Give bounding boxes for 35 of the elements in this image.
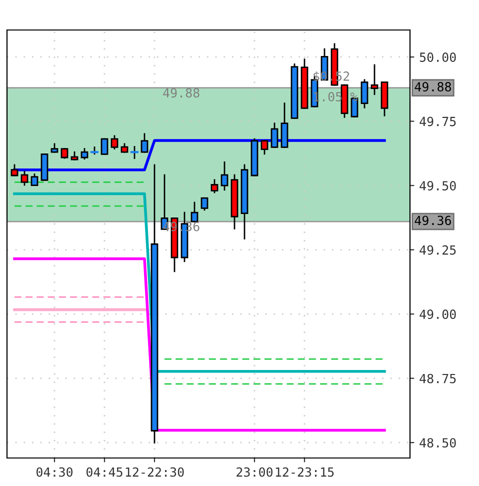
y-tick-label: 49.75 — [420, 116, 456, 126]
y-tick-label: 49.00 — [420, 310, 456, 320]
annotation: 49.88 — [163, 88, 200, 98]
candlestick — [360, 79, 368, 108]
candlestick — [370, 64, 378, 95]
x-tick-label: 04:45 — [86, 467, 122, 477]
candlestick — [270, 122, 278, 148]
candlestick — [130, 146, 139, 159]
candlestick — [280, 102, 288, 148]
candlestick — [200, 197, 208, 211]
candlestick — [60, 148, 68, 159]
candlestick — [30, 174, 38, 186]
candlestick — [20, 170, 28, 186]
candlestick — [140, 133, 148, 153]
candlestick — [260, 140, 268, 155]
ref-line-label: 49.88 — [414, 82, 451, 92]
x-tick-label: 12-23:15 — [276, 467, 334, 477]
x-tick-label: 12-22:30 — [126, 467, 184, 477]
candlestick — [80, 148, 88, 160]
y-tick-label: 50.00 — [420, 52, 456, 62]
y-tick-label: 49.25 — [420, 245, 456, 255]
candlestick — [210, 179, 218, 194]
y-tick-label: 48.50 — [420, 438, 456, 448]
candlestick — [10, 164, 18, 176]
x-tick-label: 04:30 — [36, 467, 73, 477]
candlestick — [100, 138, 108, 155]
ref-line-label: 49.36 — [414, 216, 451, 226]
candlestick — [190, 202, 198, 222]
annotation: $0.52 — [314, 71, 350, 83]
candlestick — [220, 161, 228, 191]
y-tick-label: 49.50 — [420, 181, 456, 190]
y-tick-label: 48.75 — [420, 374, 456, 384]
x-tick-label: 23:00 — [236, 467, 273, 477]
candlestick — [110, 135, 118, 150]
annotation: 49.36 — [163, 222, 200, 232]
